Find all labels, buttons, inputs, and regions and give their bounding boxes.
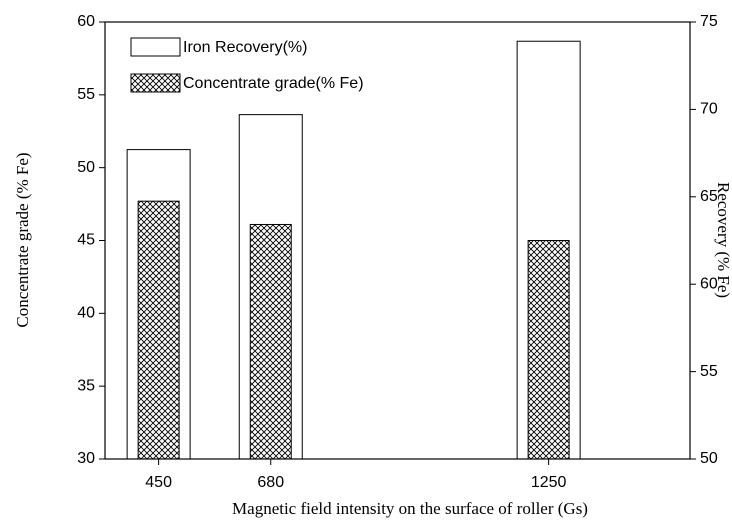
- y-tick-label: 55: [77, 86, 95, 103]
- legend-swatch: [130, 37, 181, 57]
- x-axis-label: Magnetic field intensity on the surface …: [232, 499, 588, 518]
- legend-swatch: [130, 73, 181, 93]
- y2-tick-label: 50: [700, 450, 718, 467]
- x-tick-label: 1250: [531, 474, 567, 491]
- bar: [249, 223, 292, 460]
- y2-tick-label: 60: [700, 275, 718, 292]
- legend-label: Iron Recovery(%): [183, 39, 307, 56]
- legend-label: Concentrate grade(% Fe): [183, 75, 364, 92]
- y2-tick-label: 65: [700, 188, 718, 205]
- y-axis-label: Concentrate grade (% Fe): [13, 152, 32, 327]
- y2-tick-label: 55: [700, 363, 718, 380]
- y-tick-label: 60: [77, 13, 95, 30]
- y-tick-label: 40: [77, 305, 95, 322]
- y-tick-label: 45: [77, 232, 95, 249]
- x-tick-label: 450: [145, 474, 172, 491]
- x-tick-label: 680: [257, 474, 284, 491]
- y2-tick-label: 75: [700, 13, 718, 30]
- bar: [527, 240, 570, 460]
- y-tick-label: 35: [77, 377, 95, 394]
- y-tick-label: 30: [77, 450, 95, 467]
- bar: [137, 200, 180, 460]
- y2-tick-label: 70: [700, 101, 718, 118]
- y2-axis-label: Recovery (% Fe): [714, 182, 732, 298]
- y-tick-label: 50: [77, 159, 95, 176]
